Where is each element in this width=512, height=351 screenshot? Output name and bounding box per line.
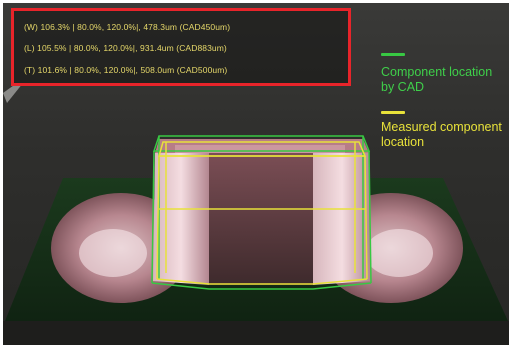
readout-line-width: (W) 106.3% | 80.0%, 120.0%|, 478.3um (CA… xyxy=(24,22,230,32)
component-left-cap xyxy=(153,153,209,285)
component-3d-scene xyxy=(3,135,509,345)
measured-size: 931.4um xyxy=(140,43,177,53)
axis-label: (T) xyxy=(24,65,38,75)
tolerance-range: | 80.0%, 120.0%|, xyxy=(69,43,141,53)
component-center xyxy=(209,153,313,285)
percent-value: 105.5% xyxy=(37,43,70,53)
3d-inspection-viewport[interactable]: (W) 106.3% | 80.0%, 120.0%|, 478.3um (CA… xyxy=(3,3,509,345)
cad-legend-swatch xyxy=(381,53,405,56)
cad-size: (CAD450um) xyxy=(179,22,231,32)
tolerance-range: | 80.0%, 120.0%|, xyxy=(69,65,141,75)
cad-legend-label: Component location by CAD xyxy=(381,65,493,94)
percent-value: 106.3% xyxy=(40,22,73,32)
measured-size: 478.3um xyxy=(143,22,180,32)
measured-size: 508.0um xyxy=(140,65,177,75)
measurement-readout-panel: (W) 106.3% | 80.0%, 120.0%|, 478.3um (CA… xyxy=(11,8,351,86)
measured-legend-label: Measured component location xyxy=(381,120,502,149)
readout-line-length: (L) 105.5% | 80.0%, 120.0%|, 931.4um (CA… xyxy=(24,43,227,53)
callout-pointer xyxy=(3,83,23,103)
axis-label: (L) xyxy=(24,43,38,53)
measured-legend-swatch xyxy=(381,111,405,114)
percent-value: 101.6% xyxy=(37,65,70,75)
cad-size: (CAD883um) xyxy=(176,43,227,53)
readout-line-thickness: (T) 101.6% | 80.0%, 120.0%|, 508.0um (CA… xyxy=(24,65,227,75)
measured-outline xyxy=(156,141,368,285)
tolerance-range: | 80.0%, 120.0%|, xyxy=(72,22,144,32)
axis-label: (W) xyxy=(24,22,41,32)
component-right-cap xyxy=(313,153,371,285)
board-shadow xyxy=(3,321,509,345)
cad-size: (CAD500um) xyxy=(176,65,228,75)
